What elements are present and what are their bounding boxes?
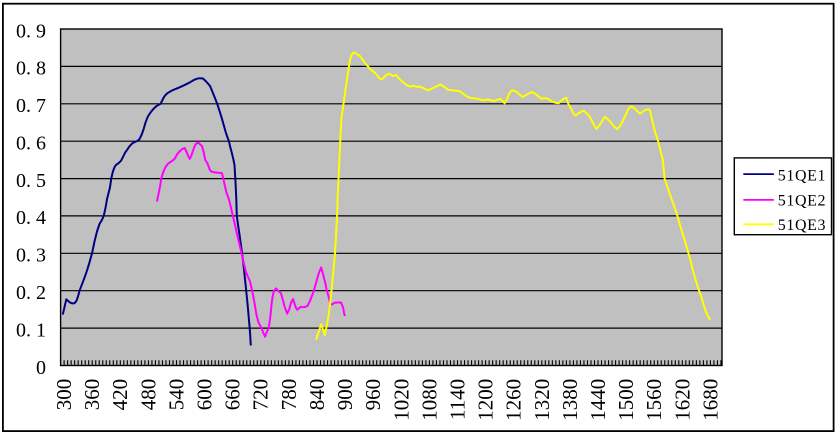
svg-text:0. 5: 0. 5 xyxy=(16,170,46,192)
svg-text:420: 420 xyxy=(108,379,132,411)
svg-text:660: 660 xyxy=(221,379,245,411)
svg-text:1140: 1140 xyxy=(446,379,470,420)
svg-text:1260: 1260 xyxy=(502,379,526,421)
svg-text:1560: 1560 xyxy=(642,379,666,421)
svg-text:480: 480 xyxy=(136,379,160,411)
svg-text:1380: 1380 xyxy=(558,379,582,421)
svg-text:0. 4: 0. 4 xyxy=(16,207,46,229)
svg-text:0. 7: 0. 7 xyxy=(16,95,46,117)
svg-text:0. 1: 0. 1 xyxy=(16,319,46,341)
svg-text:0. 6: 0. 6 xyxy=(16,133,46,155)
svg-text:840: 840 xyxy=(305,379,329,411)
svg-text:1020: 1020 xyxy=(389,379,413,421)
svg-text:360: 360 xyxy=(80,379,104,411)
svg-text:960: 960 xyxy=(361,379,385,411)
svg-text:1080: 1080 xyxy=(417,379,441,421)
svg-text:540: 540 xyxy=(164,379,188,411)
svg-text:1440: 1440 xyxy=(586,379,610,421)
svg-text:1500: 1500 xyxy=(614,379,638,421)
svg-text:1200: 1200 xyxy=(474,379,498,421)
svg-text:1320: 1320 xyxy=(530,379,554,421)
svg-text:0. 8: 0. 8 xyxy=(16,58,46,80)
svg-text:900: 900 xyxy=(333,379,357,411)
svg-text:0. 3: 0. 3 xyxy=(16,245,46,267)
svg-text:51QE3: 51QE3 xyxy=(778,217,826,234)
svg-text:0. 9: 0. 9 xyxy=(16,20,46,42)
svg-text:600: 600 xyxy=(193,379,217,411)
svg-text:51QE1: 51QE1 xyxy=(778,167,826,184)
svg-text:780: 780 xyxy=(277,379,301,411)
svg-text:0. 2: 0. 2 xyxy=(16,282,46,304)
svg-text:0: 0 xyxy=(36,357,46,379)
svg-text:300: 300 xyxy=(52,379,76,411)
svg-text:720: 720 xyxy=(249,379,273,411)
svg-text:1620: 1620 xyxy=(670,379,694,421)
svg-text:51QE2: 51QE2 xyxy=(778,193,826,210)
svg-text:1680: 1680 xyxy=(698,379,722,421)
